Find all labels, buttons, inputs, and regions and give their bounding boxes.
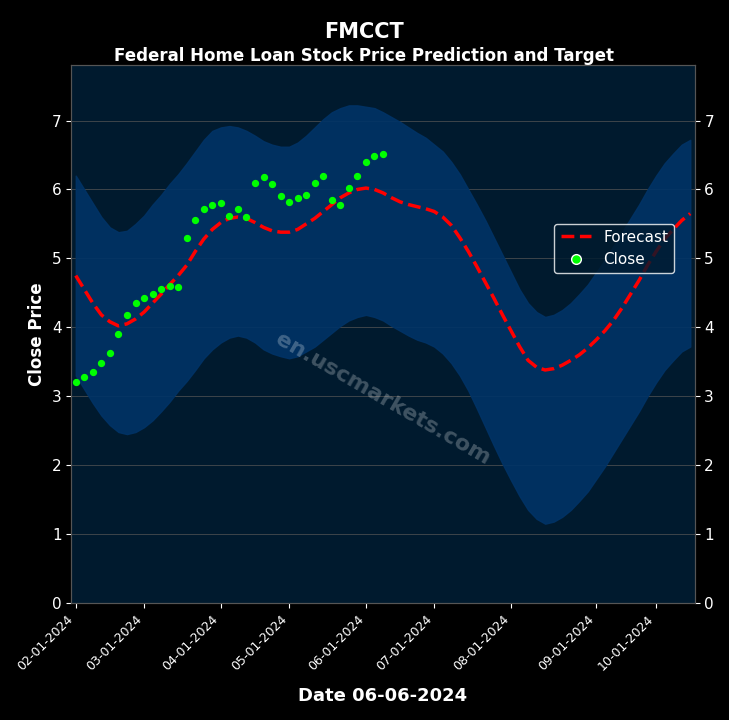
Close bbox=[79, 371, 90, 382]
X-axis label: Date 06-06-2024: Date 06-06-2024 bbox=[298, 687, 467, 705]
Close bbox=[249, 177, 261, 189]
Close bbox=[335, 199, 346, 210]
Close bbox=[147, 289, 158, 300]
Close bbox=[198, 203, 210, 215]
Forecast bbox=[387, 194, 396, 202]
Close bbox=[241, 211, 252, 222]
Close bbox=[224, 210, 235, 221]
Close bbox=[206, 199, 218, 210]
Close bbox=[309, 177, 321, 189]
Text: en.uscmarkets.com: en.uscmarkets.com bbox=[272, 329, 494, 469]
Close bbox=[377, 148, 389, 159]
Close bbox=[112, 328, 124, 340]
Close bbox=[266, 178, 278, 189]
Close bbox=[139, 292, 150, 304]
Close bbox=[70, 377, 82, 388]
Close bbox=[95, 357, 107, 369]
Forecast bbox=[362, 184, 370, 192]
Close bbox=[104, 348, 116, 359]
Close bbox=[351, 170, 363, 181]
Close bbox=[155, 284, 167, 295]
Close bbox=[121, 309, 133, 320]
Text: Federal Home Loan Stock Price Prediction and Target: Federal Home Loan Stock Price Prediction… bbox=[114, 47, 615, 65]
Close bbox=[164, 280, 176, 292]
Forecast bbox=[276, 228, 285, 236]
Close bbox=[317, 170, 329, 181]
Forecast bbox=[601, 326, 609, 335]
Forecast bbox=[643, 261, 652, 269]
Legend: Forecast, Close: Forecast, Close bbox=[555, 223, 674, 274]
Y-axis label: Close Price: Close Price bbox=[28, 282, 47, 386]
Close bbox=[292, 192, 303, 204]
Text: FMCCT: FMCCT bbox=[324, 22, 405, 42]
Forecast bbox=[541, 366, 550, 374]
Close bbox=[275, 191, 286, 202]
Close bbox=[257, 171, 269, 183]
Forecast bbox=[617, 304, 626, 312]
Forecast bbox=[71, 271, 80, 280]
Close bbox=[300, 189, 312, 201]
Forecast bbox=[208, 225, 217, 234]
Close bbox=[87, 366, 98, 378]
Close bbox=[130, 297, 141, 309]
Forecast bbox=[686, 210, 695, 218]
Close bbox=[181, 232, 192, 243]
Close bbox=[284, 196, 295, 207]
Line: Forecast: Forecast bbox=[76, 188, 690, 370]
Close bbox=[343, 182, 355, 194]
Close bbox=[172, 282, 184, 293]
Close bbox=[215, 197, 227, 209]
Close bbox=[232, 203, 243, 215]
Close bbox=[360, 156, 372, 168]
Close bbox=[190, 215, 201, 226]
Close bbox=[326, 194, 338, 205]
Close bbox=[369, 150, 381, 162]
